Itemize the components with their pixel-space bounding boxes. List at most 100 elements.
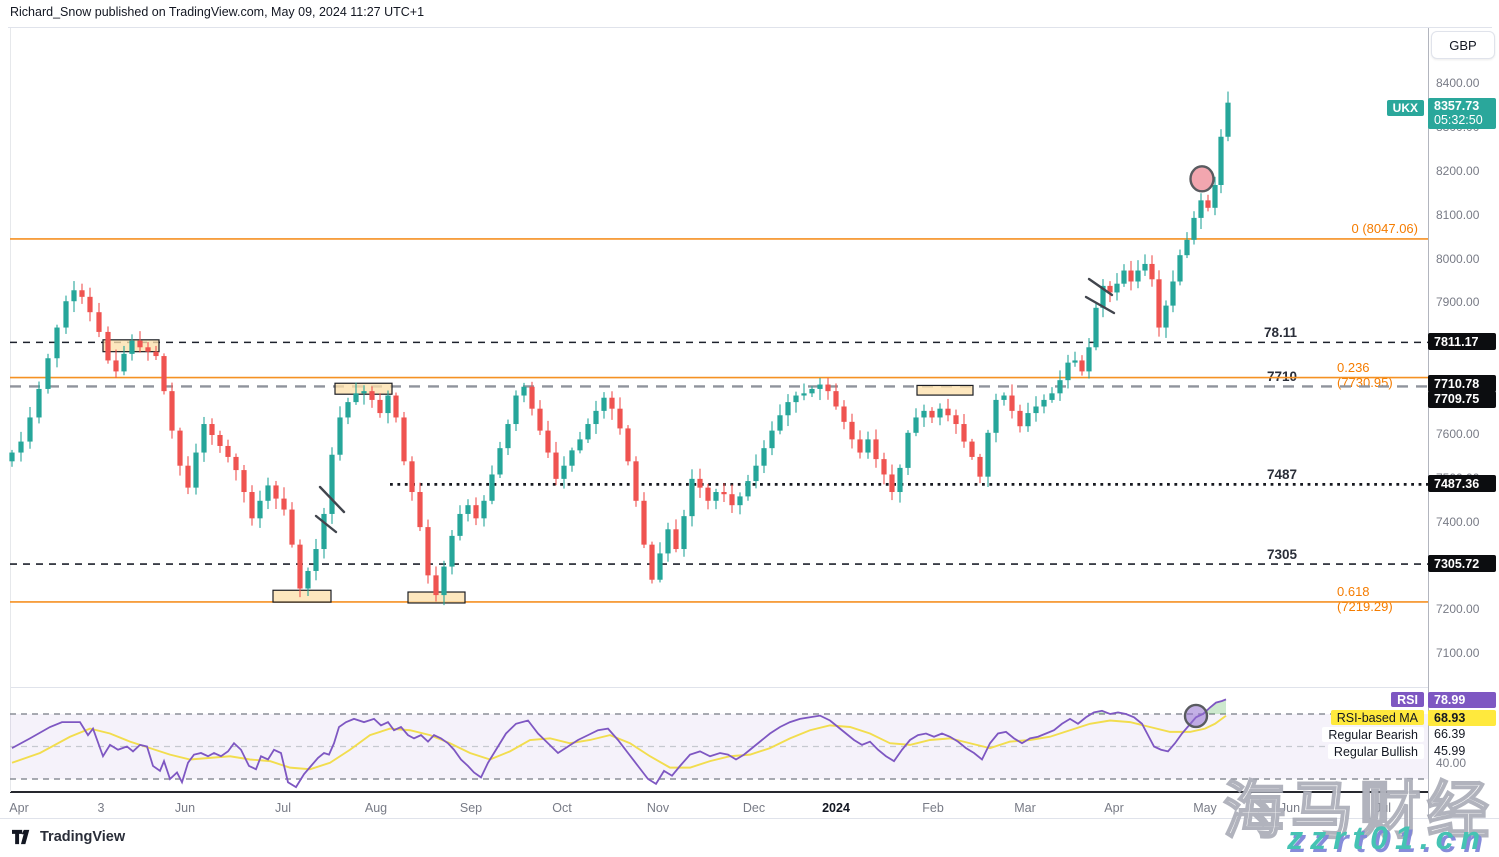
pane-divider[interactable] [10,687,1428,688]
time-label-Jun: Jun [174,801,196,815]
rsi-ma-line [11,714,1227,771]
time-label-Dec: Dec [742,801,766,815]
candle-body [985,432,991,477]
candle-body [249,492,255,519]
candle-body [1128,270,1134,282]
candle-body [633,461,639,501]
candle-body [961,424,967,442]
rsi-study-label: RSI [1391,692,1424,707]
candle-body [681,516,687,550]
price-tick-8000.00: 8000.00 [1436,251,1480,266]
candle-body [345,402,351,418]
tradingview-attribution[interactable]: TradingView [12,829,125,845]
candle-body [1121,270,1127,284]
candle-body [937,408,943,418]
candle-body [241,470,247,493]
candle-body [377,399,383,414]
candle-body [265,485,271,501]
candle-body [649,544,655,580]
candle-body [169,391,175,431]
rsi-value-badge: 78.99 [1428,692,1496,708]
candle-body [881,459,887,475]
rsi-ma-value-badge: 68.93 [1428,710,1496,726]
time-label-Apr: Apr [1104,801,1124,815]
candle-body [553,452,559,479]
candle-body [96,312,102,332]
candle-body [193,452,199,488]
price-tick-7100.00: 7100.00 [1436,646,1480,661]
price-tick-8200.00: 8200.00 [1436,163,1480,178]
candle-body [417,492,423,528]
tradingview-logo-icon [12,829,30,845]
candle-body [153,351,159,357]
candle-body [353,393,359,403]
time-label-Oct: Oct [552,801,572,815]
candle-body [1156,279,1162,328]
time-label-3: 3 [97,801,105,815]
candle-body [1184,239,1190,256]
candle-body [697,478,703,488]
candle-body [305,570,311,589]
candle-body [9,452,15,462]
candle-body [1205,200,1211,208]
level-label: 7305 [1266,547,1297,563]
candle-body [769,430,775,449]
candle-body [721,492,727,495]
candle-body [449,535,455,567]
time-axis-bottom-border [0,818,1499,819]
candle-body [1049,393,1055,400]
candle-body [121,353,127,372]
price-tick-7600.00: 7600.00 [1436,427,1480,441]
candle-body [1100,285,1106,308]
candle-body [329,454,335,514]
candle-body [185,465,191,488]
header-divider [8,27,1492,28]
candle-body [1142,263,1148,271]
candle-body [1009,395,1015,411]
purple-circle-marker [1183,703,1209,729]
candle-body [705,487,711,501]
candle-body [497,448,503,475]
time-label-Sep: Sep [459,801,483,815]
time-label-Aug: Aug [364,801,388,815]
candle-body [1114,283,1120,293]
candle-body [233,456,239,471]
candle-body [1033,406,1039,414]
candle-body [1086,347,1092,372]
candle-body [79,290,85,297]
symbol-badge: UKX [1386,100,1424,116]
candle-body [217,435,223,446]
regular-bullish-label: Regular Bullish [1327,744,1424,759]
currency-button[interactable]: GBP [1431,31,1495,59]
price-tick-8100.00: 8100.00 [1436,207,1480,222]
candle-body [1135,270,1141,282]
candle-body [313,549,319,571]
candle-body [905,432,911,468]
candle-body [473,505,479,519]
candle-body [569,450,575,466]
candle-body [18,441,24,453]
candle-body [993,399,999,433]
regular-bullish-value: 45.99 [1434,744,1466,758]
candle-body [401,417,407,462]
candle-body [673,529,679,550]
candle-body [929,410,935,418]
candle-body [921,410,927,418]
candle-body [161,356,167,392]
candle-body [577,439,583,451]
pink-circle-marker [1189,165,1215,193]
candle-body [689,478,695,517]
candle-body [785,402,791,416]
candle-body [385,395,391,414]
candle-body [753,465,759,482]
pen-stroke-annotation [318,485,346,514]
publish-attribution: Richard_Snow published on TradingView.co… [10,5,425,19]
candle-body [369,391,375,400]
candle-body [817,384,823,389]
candle-body [481,500,487,519]
candle-body [27,417,33,442]
price-level-badge: 7811.17 [1428,333,1496,351]
candle-body [1149,263,1155,280]
candle-body [1218,136,1224,185]
